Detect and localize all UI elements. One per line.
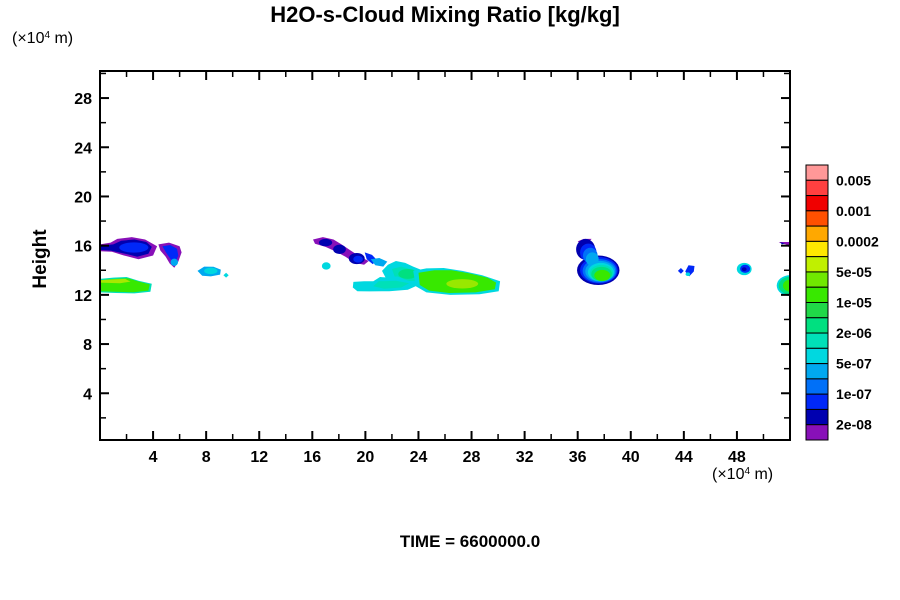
colorbar-label: 5e-05 xyxy=(836,264,872,280)
colorbar-label: 1e-07 xyxy=(836,386,872,402)
colorbar-box xyxy=(805,424,829,441)
colorbar-box xyxy=(805,179,829,197)
cloud-patch xyxy=(318,238,333,247)
cloud-dot-2 xyxy=(685,265,695,277)
colorbar-box xyxy=(805,347,829,365)
colorbar-box xyxy=(805,210,829,227)
cloud-field xyxy=(100,237,790,297)
cloud-left-cyan-arrow xyxy=(197,266,229,278)
time-label: TIME = 6600000.0 xyxy=(399,532,541,551)
y-tick-label: 24 xyxy=(74,140,92,157)
x-tick-label: 48 xyxy=(728,449,746,466)
cloud-patch xyxy=(398,269,418,279)
cloud-patch xyxy=(223,272,229,278)
colorbar: 0.005 0.001 0.0002 5e-05 1e-05 2e-06 5e-07 1e-0… xyxy=(805,164,879,441)
y-tick-label: 20 xyxy=(74,189,92,206)
x-tick-label: 32 xyxy=(516,449,534,466)
cloud-patch xyxy=(594,269,611,281)
colorbar-label: 0.001 xyxy=(836,203,871,219)
x-tick-label: 20 xyxy=(356,449,374,466)
colorbar-box xyxy=(805,271,829,288)
y-tick-label: 28 xyxy=(74,91,92,108)
cloud-patch xyxy=(373,280,410,289)
cloud-patch xyxy=(446,279,479,289)
colorbar-box xyxy=(805,408,829,426)
y-axis-unit-label: (×104 m) xyxy=(12,30,73,48)
x-unit-prefix: (×10 xyxy=(712,466,745,483)
x-unit-suffix: m) xyxy=(750,466,774,483)
x-axis-unit-label: (×104 m) xyxy=(712,466,773,484)
x-tick-label: 24 xyxy=(410,449,428,466)
cloud-patch xyxy=(100,278,131,284)
x-tick-label: 36 xyxy=(569,449,587,466)
y-unit-suffix: m) xyxy=(50,30,74,47)
x-tick-label: 4 xyxy=(149,449,158,466)
cloud-patch xyxy=(782,279,790,292)
cloud-mid-cyan-dot xyxy=(321,262,331,270)
colorbar-label: 5e-07 xyxy=(836,356,872,372)
cloud-right-edge-green xyxy=(776,275,790,297)
chart-title: H2O-s-Cloud Mixing Ratio [kg/kg] xyxy=(270,2,620,27)
cloud-patch xyxy=(780,242,785,245)
colorbar-box xyxy=(805,195,829,212)
x-tick-label: 8 xyxy=(202,449,211,466)
cloud-right-comma xyxy=(576,238,620,286)
y-tick-label: 12 xyxy=(74,288,92,305)
y-tick-label: 16 xyxy=(74,239,92,256)
plot-border xyxy=(99,70,791,441)
cloud-dot-1 xyxy=(677,268,684,274)
cloud-patch xyxy=(119,242,149,253)
cloud-patch xyxy=(321,262,331,270)
cloud-patch xyxy=(370,258,388,267)
cloud-patch xyxy=(170,258,179,266)
colorbar-box xyxy=(805,378,829,395)
colorbar-box xyxy=(805,256,829,273)
cloud-patch xyxy=(778,242,790,249)
colorbar-label: 0.005 xyxy=(836,172,871,188)
y-tick-label: 8 xyxy=(83,337,92,354)
colorbar-box xyxy=(805,164,829,181)
cloud-mid-lower-bar xyxy=(352,276,420,292)
colorbar-box xyxy=(805,286,829,304)
cloud-left-edge-upper xyxy=(100,237,158,260)
colorbar-label: 1e-05 xyxy=(836,295,872,311)
colorbar-box xyxy=(805,302,829,319)
cloud-left-teardrop xyxy=(158,242,182,268)
colorbar-box xyxy=(805,363,829,380)
cloud-patch xyxy=(353,255,363,263)
cloud-patch xyxy=(741,267,747,272)
cloud-right-edge-purple xyxy=(778,242,790,249)
x-tick-label: 28 xyxy=(463,449,481,466)
cloud-dot-3 xyxy=(736,262,752,276)
x-unit-exponent: 4 xyxy=(744,466,751,477)
cloud-mid-purple-streak xyxy=(313,237,369,265)
x-tick-label: 12 xyxy=(250,449,268,466)
colorbar-box xyxy=(805,332,829,349)
colorbar-box xyxy=(805,393,829,410)
cloud-mid-blue-connector xyxy=(364,252,388,267)
cloud-patch xyxy=(333,244,346,255)
y-tick-label: 4 xyxy=(83,386,92,403)
cloud-patch xyxy=(204,267,218,275)
y-unit-prefix: (×10 xyxy=(12,30,45,47)
colorbar-box xyxy=(805,240,829,258)
cloud-left-edge-green-band xyxy=(100,277,152,294)
colorbar-label: 2e-08 xyxy=(836,417,872,433)
colorbar-box xyxy=(805,225,829,242)
axis-ticks xyxy=(101,72,789,439)
x-tick-label: 40 xyxy=(622,449,640,466)
y-unit-exponent: 4 xyxy=(44,30,51,41)
colorbar-label: 0.0002 xyxy=(836,233,879,249)
x-tick-label: 44 xyxy=(675,449,693,466)
cloud-mid-green-mass xyxy=(413,268,501,295)
cloud-patch xyxy=(685,272,691,277)
cloud-patch xyxy=(677,268,684,274)
x-tick-label: 16 xyxy=(303,449,321,466)
colorbar-box xyxy=(805,317,829,334)
colorbar-label: 2e-06 xyxy=(836,325,872,341)
